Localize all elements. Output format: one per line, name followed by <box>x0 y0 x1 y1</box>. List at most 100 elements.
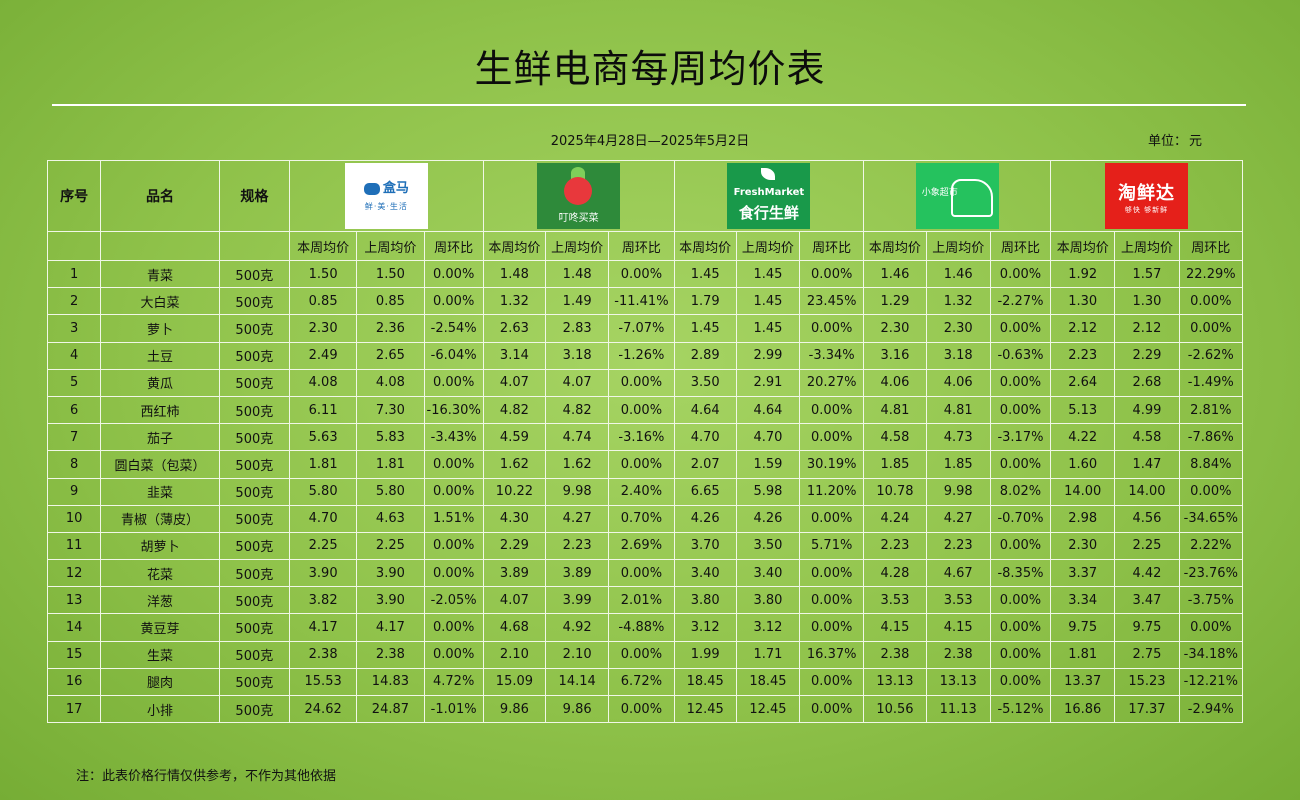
cell-this-week: 2.12 <box>1050 314 1116 343</box>
platform-header-dingdong: 叮咚买菜 <box>482 160 675 232</box>
cell-this-week: 1.81 <box>288 450 358 479</box>
cell-wow: 0.00% <box>799 694 865 724</box>
cell-wow: 0.00% <box>608 450 675 479</box>
cell-wow: 16.37% <box>799 640 865 669</box>
cell-wow: 20.27% <box>799 368 865 397</box>
cell-wow: 0.00% <box>608 259 675 289</box>
header-this-week: 本周均价 <box>863 231 927 261</box>
cell-last-week: 2.23 <box>925 531 991 561</box>
cell-this-week: 4.26 <box>673 504 737 533</box>
table-row: 1 青菜 500克 1.50 1.50 0.00% 1.48 1.48 0.00% 1.45 1.4… <box>46 259 1244 289</box>
cell-wow: 2.22% <box>1178 531 1244 561</box>
cell-wow: -2.27% <box>989 287 1052 316</box>
cell-this-week: 2.07 <box>673 450 737 479</box>
table-row: 6 西红柿 500克 6.11 7.30 -16.30% 4.82 4.82 0.00% 4.64… <box>46 395 1244 425</box>
cell-this-week: 4.24 <box>863 504 927 533</box>
cell-wow: -3.16% <box>608 423 675 452</box>
cell-this-week: 5.13 <box>1050 395 1116 425</box>
platform-header-freshmarket: FreshMarket 食行生鲜 <box>673 160 865 232</box>
header-row-logos: 序号 品名 规格 盒马 鲜·美·生活 叮咚买菜 FreshMarket 食行生鲜 <box>46 160 1243 232</box>
cell-index: 8 <box>46 450 102 479</box>
cell-wow: 23.45% <box>799 287 865 316</box>
page-title: 生鲜电商每周均价表 <box>474 47 826 91</box>
cell-this-week: 9.75 <box>1050 613 1116 642</box>
cell-last-week: 4.64 <box>735 395 801 425</box>
table-row: 16 腿肉 500克 15.53 14.83 4.72% 15.09 14.14 6.72% 18… <box>46 667 1244 697</box>
cell-this-week: 5.63 <box>288 423 358 452</box>
platform-header-hema: 盒马 鲜·美·生活 <box>288 160 484 232</box>
cell-index: 4 <box>46 341 102 370</box>
cell-this-week: 1.50 <box>288 259 358 289</box>
cell-this-week: 13.37 <box>1050 667 1116 697</box>
header-wow: 周环比 <box>989 231 1052 261</box>
cell-this-week: 3.90 <box>288 559 358 588</box>
table-row: 12 花菜 500克 3.90 3.90 0.00% 3.89 3.89 0.00% 3.40 3.… <box>46 559 1244 588</box>
cell-wow: 0.00% <box>608 559 675 588</box>
table-row: 14 黄豆芽 500克 4.17 4.17 0.00% 4.68 4.92 -4.88% 3.12… <box>46 613 1244 642</box>
cell-index: 12 <box>46 559 102 588</box>
cell-this-week: 3.34 <box>1050 586 1116 615</box>
cell-last-week: 4.56 <box>1114 504 1180 533</box>
cell-last-week: 4.27 <box>545 504 610 533</box>
header-wow: 周环比 <box>1178 231 1244 261</box>
cell-this-week: 3.50 <box>673 368 737 397</box>
cell-wow: 2.01% <box>608 586 675 615</box>
cell-this-week: 4.58 <box>863 423 927 452</box>
header-last-week: 上周均价 <box>1114 231 1180 261</box>
cell-this-week: 2.30 <box>1050 531 1116 561</box>
cell-this-week: 13.13 <box>863 667 927 697</box>
cell-wow: 0.00% <box>1178 287 1244 316</box>
cell-last-week: 2.23 <box>545 531 610 561</box>
cell-spec: 500克 <box>218 259 290 289</box>
header-blank <box>100 231 220 261</box>
cell-index: 13 <box>46 586 102 615</box>
cell-last-week: 4.70 <box>735 423 801 452</box>
cell-last-week: 9.98 <box>925 477 991 506</box>
cell-wow: 0.00% <box>423 640 484 669</box>
cell-spec: 500克 <box>218 559 290 588</box>
cell-wow: 0.00% <box>989 395 1052 425</box>
cell-spec: 500克 <box>218 477 290 506</box>
cell-wow: 30.19% <box>799 450 865 479</box>
cell-this-week: 1.81 <box>1050 640 1116 669</box>
cell-index: 16 <box>46 667 102 697</box>
cell-name: 土豆 <box>100 341 220 370</box>
cell-wow: 0.00% <box>608 694 675 724</box>
cell-wow: 0.00% <box>989 531 1052 561</box>
cell-wow: 22.29% <box>1178 259 1244 289</box>
cell-last-week: 9.86 <box>545 694 610 724</box>
cell-wow: 0.00% <box>799 395 865 425</box>
header-row-sublabels: 本周均价 上周均价 周环比 本周均价 上周均价 周环比 本周均价 上周均价 周环比 本周均价 上周均… <box>46 231 1244 261</box>
table-row: 13 洋葱 500克 3.82 3.90 -2.05% 4.07 3.99 2.01% 3.80 3… <box>46 586 1244 615</box>
cell-wow: -16.30% <box>423 395 484 425</box>
cell-wow: 0.00% <box>423 559 484 588</box>
cell-last-week: 7.30 <box>356 395 425 425</box>
cell-this-week: 1.99 <box>673 640 737 669</box>
cell-this-week: 4.64 <box>673 395 737 425</box>
cell-last-week: 2.91 <box>735 368 801 397</box>
leaf-icon <box>761 168 776 180</box>
cell-this-week: 15.53 <box>288 667 358 697</box>
cell-this-week: 2.49 <box>288 341 358 370</box>
cell-wow: 0.00% <box>989 314 1052 343</box>
cell-last-week: 4.17 <box>356 613 425 642</box>
header-this-week: 本周均价 <box>288 231 358 261</box>
cell-last-week: 3.89 <box>545 559 610 588</box>
cell-wow: 2.81% <box>1178 395 1244 425</box>
cell-this-week: 4.22 <box>1050 423 1116 452</box>
cell-last-week: 4.67 <box>925 559 991 588</box>
cell-wow: -8.35% <box>989 559 1052 588</box>
cell-this-week: 4.81 <box>863 395 927 425</box>
cell-last-week: 1.49 <box>545 287 610 316</box>
header-last-week: 上周均价 <box>356 231 425 261</box>
cell-wow: -0.63% <box>989 341 1052 370</box>
cell-wow: 0.00% <box>799 667 865 697</box>
cell-this-week: 3.89 <box>482 559 547 588</box>
cell-this-week: 12.45 <box>673 694 737 724</box>
cell-this-week: 2.30 <box>863 314 927 343</box>
table-row: 2 大白菜 500克 0.85 0.85 0.00% 1.32 1.49 -11.41% 1.79… <box>46 287 1244 316</box>
cell-last-week: 2.30 <box>925 314 991 343</box>
cell-this-week: 2.89 <box>673 341 737 370</box>
cell-last-week: 4.27 <box>925 504 991 533</box>
cell-wow: 4.72% <box>423 667 484 697</box>
